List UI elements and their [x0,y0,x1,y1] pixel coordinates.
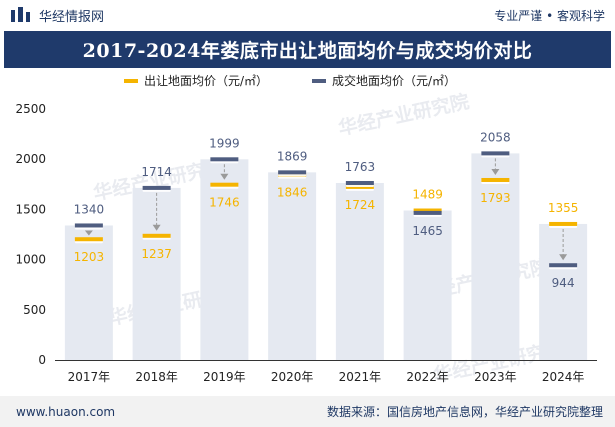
data-label: 1340 [74,202,105,216]
data-marker [142,185,171,190]
logo-icon [11,7,30,22]
data-marker [549,263,578,268]
brand: 华经情报网 [10,6,104,25]
column-bar [335,182,384,360]
data-marker [278,170,307,175]
connector-arrow [152,224,161,231]
y-tick-label: 2500 [15,102,46,116]
data-label: 1355 [548,201,579,215]
data-marker [74,237,103,242]
data-marker [481,177,510,182]
data-label: 1489 [412,188,443,202]
data-marker [74,223,103,228]
data-marker [413,208,442,213]
data-marker [413,210,442,215]
connectors [84,158,568,261]
data-label: 1746 [209,196,240,210]
column-bars [64,153,588,360]
data-marker [549,221,578,226]
legend-swatch [312,79,326,83]
y-tick-label: 2000 [15,152,46,166]
bar-chart: 华经产业研究院华经产业研究院华经产业研究院华经产业研究院华经产业研究院出让地面均… [15,73,597,387]
legend-label: 成交地面均价（元/㎡） [332,73,456,88]
connector-arrow [220,173,229,180]
x-tick-label: 2023年 [474,370,517,384]
chart-title: 2017-2024年娄底市出让地面均价与成交均价对比 [4,31,611,68]
x-tick-label: 2021年 [339,370,382,384]
data-label: 1714 [141,165,172,179]
data-label: 1203 [74,250,105,264]
data-marker [210,182,239,187]
legend: 出让地面均价（元/㎡） 成交地面均价（元/㎡） [124,73,456,88]
data-marker [481,151,510,156]
data-marker [210,157,239,162]
column-bar [471,153,520,360]
y-tick-label: 1500 [15,202,46,216]
data-label: 1763 [345,160,376,174]
connector-arrow [559,254,568,261]
data-source: 数据来源：国信房地产信息网，华经产业研究院整理 [326,405,603,419]
data-label: 1869 [277,149,308,163]
x-tick-label: 2020年 [271,370,314,384]
slogan: 专业严谨 • 客观科学 [494,8,605,23]
series-2-marks: 1340 1714 1999 1869 1763 1465 2058 944 [74,130,578,290]
connector-arrow [491,168,500,175]
column-bar [268,172,317,360]
website-link[interactable]: www.huaon.com [16,404,116,419]
column-bar [64,225,113,360]
column-bar [403,210,452,360]
column-bar [200,159,249,360]
legend-label: 出让地面均价（元/㎡） [144,74,268,88]
data-label: 1465 [412,224,443,238]
y-tick-label: 0 [38,353,46,367]
y-tick-label: 500 [23,303,46,317]
footer: www.huaon.com 数据来源：国信房地产信息网，华经产业研究院整理 [0,396,615,427]
x-tick-label: 2024年 [542,370,585,384]
data-marker [142,233,171,238]
legend-swatch [124,79,138,83]
x-tick-label: 2018年 [135,370,178,384]
connector-arrow [84,230,93,236]
data-label: 1846 [277,186,308,200]
data-label: 2058 [480,130,511,144]
data-label: 1724 [345,198,376,212]
data-label: 1237 [141,247,172,261]
y-axis: 0 500 1000 1500 2000 2500 [15,102,46,367]
x-axis: 2017年 2018年 2019年 2020年 2021年 2022年 2023年 2024年 [68,370,585,384]
watermark-text: 华经产业研究院 [336,90,471,140]
x-tick-label: 2022年 [406,370,449,384]
x-tick-label: 2019年 [203,370,246,384]
y-tick-label: 1000 [15,253,46,267]
column-bar [132,187,181,360]
data-label: 1999 [209,136,240,150]
top-bar: 华经情报网 专业严谨 • 客观科学 [0,0,615,30]
data-label: 944 [552,276,575,290]
brand-name: 华经情报网 [39,9,105,25]
x-tick-label: 2017年 [68,370,111,384]
data-marker [345,180,374,185]
data-label: 1793 [480,191,511,205]
